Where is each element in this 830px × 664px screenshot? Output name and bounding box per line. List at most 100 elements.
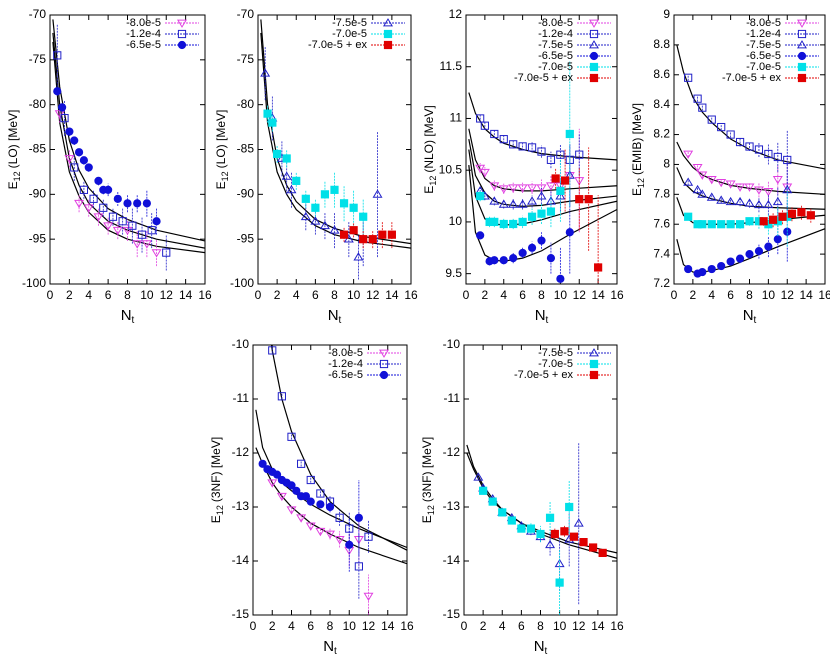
point [99,203,108,212]
point [277,392,286,401]
plot-frame [257,14,412,285]
legend-label: -8.0e-5 [746,17,781,29]
point [330,185,339,194]
x-tick-label: 12 [366,288,380,302]
x-tick-label: 16 [404,288,418,302]
point [735,196,746,206]
x-tick-label: 14 [179,288,193,302]
panel: 0 2 4 6 8 10 12 14 16-100-95-90-85-80-75-70NtE12… [6,7,212,325]
point [745,142,754,151]
y-label-main: E [214,181,228,189]
y-axis-label: E12 (LO) [MeV] [214,110,230,190]
point [292,176,301,185]
x-tick-label: 12 [362,619,376,633]
point [339,199,349,208]
point [764,242,773,251]
x-tick-label: 2 [690,288,697,302]
point [707,115,716,124]
point [556,150,565,159]
legend-marker [383,29,393,39]
x-tick-label: 16 [198,288,212,302]
point [744,198,755,207]
x-tick-label: 14 [591,619,605,633]
legend-label: -7.0e-5 + ex [514,369,574,381]
y-tick-label: -14 [443,553,461,567]
x-tick-label: 4 [500,288,507,302]
point [480,121,489,130]
x-tick-label: 2 [482,288,489,302]
point [79,156,89,165]
point [518,248,527,258]
point [683,177,694,186]
point [122,226,133,236]
x-tick-label: 10 [343,619,357,633]
x-tick-label: 12 [572,619,586,633]
x-tick-label: 0 [47,288,54,302]
y-tick-label: -85 [237,142,255,156]
point [286,184,297,194]
legend-label: -7.0e-5 + ex [722,72,782,84]
legend-marker [177,40,187,50]
legend-label: -1.2e-4 [538,28,573,40]
point [556,186,565,195]
y-label-rest: (NLO) [MeV] [422,105,436,172]
point [479,168,490,178]
legend-marker [797,73,807,83]
legend-marker [589,62,599,72]
point [263,109,272,118]
point [537,147,546,156]
legend-marker [589,370,599,380]
x-tick-label: 4 [85,288,92,302]
x-tick-label: 8 [124,288,131,302]
point [273,149,282,159]
legend-label: -6.5e-5 [746,50,781,62]
legend-label: -7.0e-5 + ex [308,39,368,51]
point [142,199,151,208]
point [717,261,726,271]
point [349,203,358,212]
point [716,195,727,204]
point [707,264,716,274]
point [778,212,787,221]
point [489,196,500,205]
point [536,529,545,539]
point [726,220,735,229]
point [475,164,486,174]
x-tick-label: 4 [288,619,295,633]
point [89,194,98,203]
legend-label: -1.2e-4 [126,28,161,40]
point [763,199,774,209]
point [565,502,574,512]
point [698,220,707,229]
point [526,524,536,533]
y-axis-label: E12 (NLO) [MeV] [422,105,438,193]
y-tick-label: -75 [237,52,255,66]
point [268,346,277,355]
plot-area [466,442,617,615]
x-tick-label: 2 [269,619,276,633]
point [359,235,368,244]
x-tick-label: 6 [519,288,526,302]
point [509,140,518,149]
point [527,212,537,221]
x-tick-label: 8 [746,288,753,302]
point [537,209,546,218]
point [368,235,377,244]
point [527,196,538,205]
y-tick-label: -70 [237,7,255,21]
x-tick-label: 10 [347,288,361,302]
point [753,199,764,209]
y-tick-label: -100 [230,276,254,290]
y-tick-label: -90 [237,187,255,201]
y-axis-label: E12 (3NF) [MeV] [420,437,436,523]
legend-marker [797,29,807,39]
point [773,152,782,162]
x-tick-label: 12 [781,288,795,302]
x-tick-label: 0 [255,288,262,302]
plot-area [676,44,825,278]
y-label-main: E [422,186,436,194]
point [268,118,277,127]
point [560,527,569,536]
legend-label: -6.5e-5 [126,39,161,51]
y-label-main: E [209,515,223,523]
